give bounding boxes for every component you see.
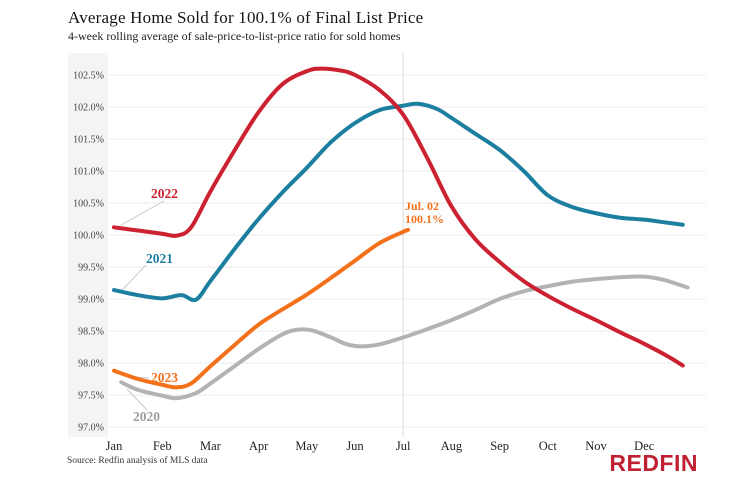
label-leader-2022 [120, 200, 165, 226]
series-label-2021: 2021 [146, 251, 173, 266]
y-tick-label: 101.0% [73, 167, 104, 178]
x-tick-label: Sep [490, 439, 509, 453]
x-tick-label: Jan [106, 439, 123, 453]
series-line-2021 [112, 101, 685, 303]
x-tick-label: Jun [346, 439, 364, 453]
y-tick-label: 98.5% [78, 327, 104, 338]
y-tick-label: 98.0% [78, 359, 104, 370]
annotation-value: 100.1% [405, 212, 444, 226]
label-leader-2020 [126, 388, 148, 411]
redfin-logo: REDFIN [609, 450, 698, 476]
series-label-2023: 2023 [151, 370, 178, 385]
x-tick-label: Nov [585, 439, 607, 453]
x-tick-label: Feb [153, 439, 172, 453]
y-tick-label: 97.5% [78, 391, 104, 402]
label-leader-2021 [121, 264, 147, 291]
x-tick-label: Oct [539, 439, 558, 453]
x-tick-label: Dec [634, 439, 655, 453]
chart-title: Average Home Sold for 100.1% of Final Li… [68, 8, 424, 27]
series-label-2022: 2022 [151, 186, 178, 201]
source-note: Source: Redfin analysis of MLS data [67, 456, 208, 466]
y-tick-label: 99.5% [78, 263, 104, 274]
y-tick-label: 101.5% [73, 135, 104, 146]
y-tick-label: 102.0% [73, 103, 104, 114]
y-tick-label: 100.0% [73, 231, 104, 242]
chart-subtitle: 4-week rolling average of sale-price-to-… [68, 29, 401, 43]
x-tick-label: Jul [396, 439, 411, 453]
x-tick-label: Aug [441, 439, 463, 453]
x-tick-label: May [295, 439, 319, 453]
series-line-2022 [112, 66, 685, 368]
series-line-2023 [112, 227, 411, 390]
series-line-2020 [119, 274, 690, 401]
x-tick-label: Apr [249, 439, 269, 453]
y-tick-label: 97.0% [78, 423, 104, 434]
x-tick-label: Mar [200, 439, 222, 453]
y-tick-label: 99.0% [78, 295, 104, 306]
annotation-date: Jul. 02 [405, 199, 440, 213]
series-label-2020: 2020 [133, 409, 160, 424]
y-tick-label: 102.5% [73, 71, 104, 82]
y-axis-strip [68, 53, 108, 437]
latest-point-annotation: Jul. 02 100.1% [405, 200, 444, 226]
y-tick-label: 100.5% [73, 199, 104, 210]
